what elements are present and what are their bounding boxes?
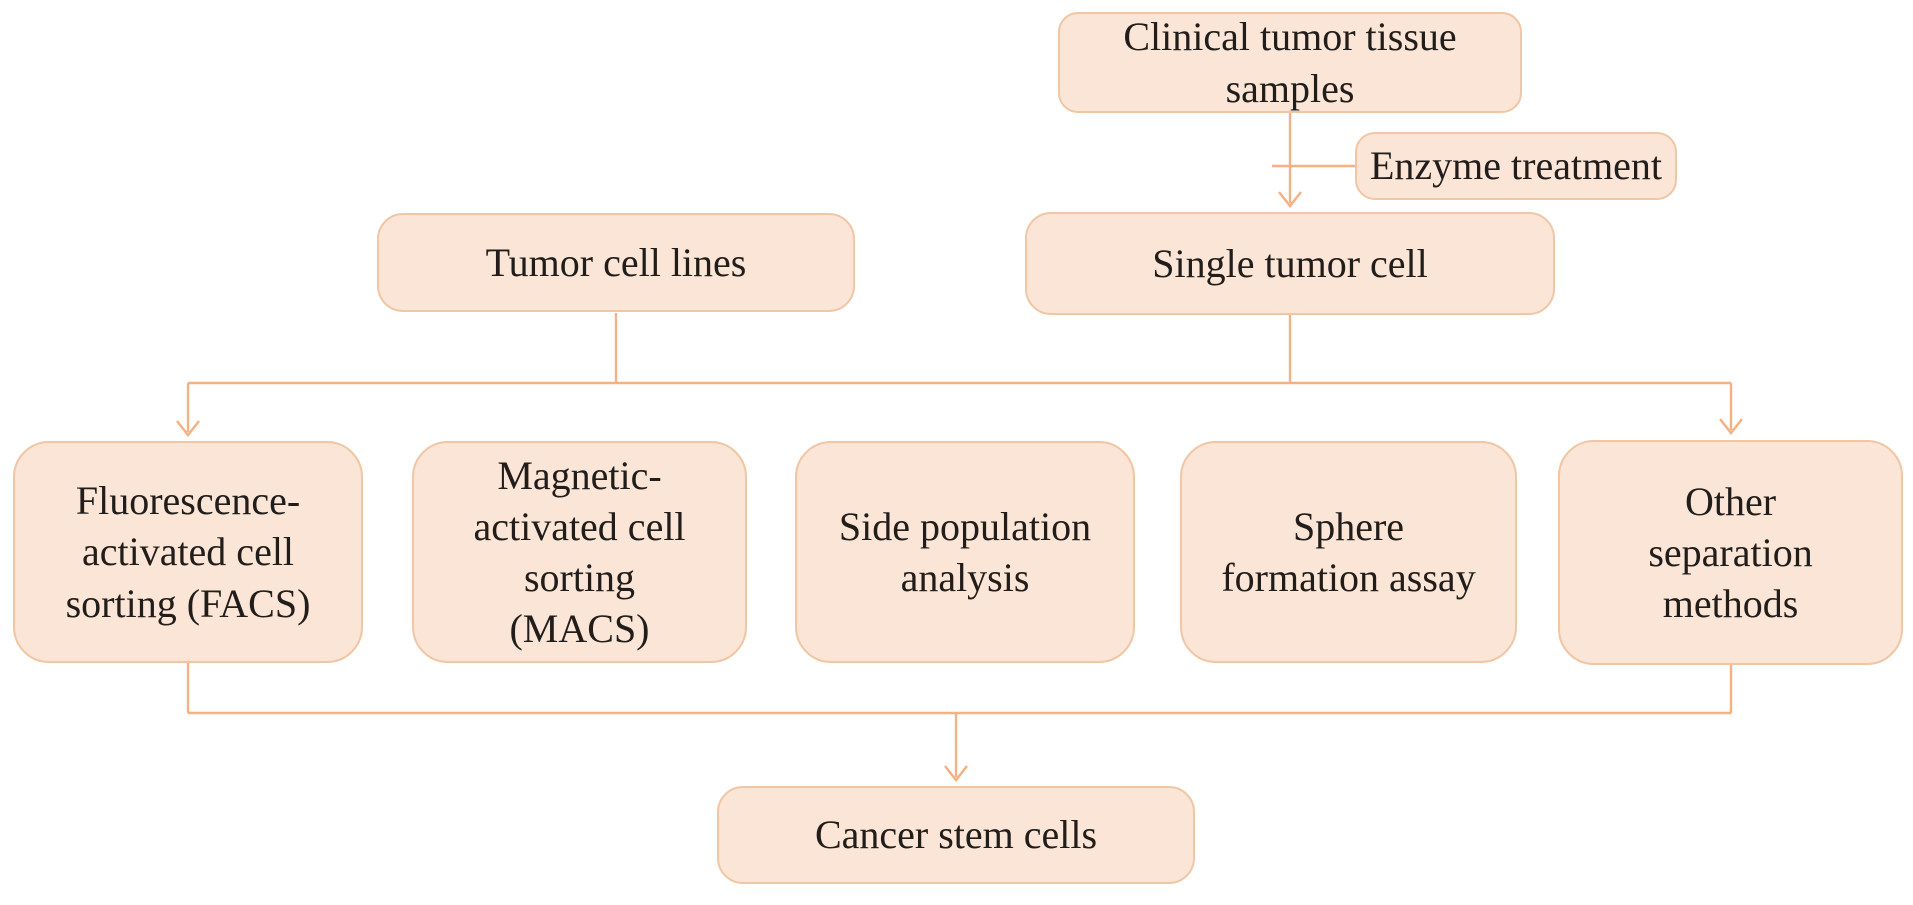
node-single-tumor-cell: Single tumor cell bbox=[1025, 212, 1555, 315]
node-facs: Fluorescence- activated cell sorting (FA… bbox=[13, 441, 363, 663]
node-enzyme-treatment: Enzyme treatment bbox=[1355, 132, 1677, 200]
arrowhead-rail-to-other-icon bbox=[1719, 418, 1743, 435]
node-tumor-cell-lines: Tumor cell lines bbox=[377, 213, 855, 312]
node-cancer-stem-cells: Cancer stem cells bbox=[717, 786, 1195, 884]
node-sphere-formation-assay: Sphere formation assay bbox=[1180, 441, 1517, 663]
node-macs: Magnetic- activated cell sorting (MACS) bbox=[412, 441, 747, 663]
node-clinical-tumor-tissue-samples: Clinical tumor tissue samples bbox=[1058, 12, 1522, 113]
node-other-separation-methods: Other separation methods bbox=[1558, 440, 1903, 665]
node-side-population-analysis: Side population analysis bbox=[795, 441, 1135, 663]
arrowhead-rail-to-facs-icon bbox=[176, 420, 200, 437]
arrowhead-bottom-rail-to-csc-icon bbox=[944, 765, 968, 782]
arrowhead-clinical-to-single-icon bbox=[1278, 191, 1302, 208]
